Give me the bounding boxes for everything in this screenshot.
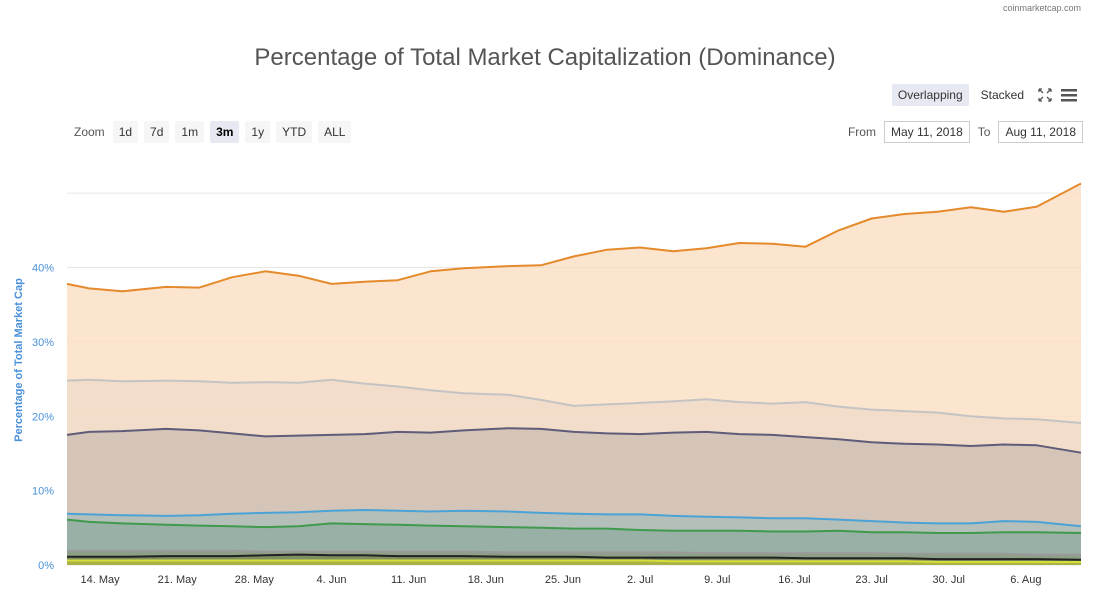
- y-axis-label: Percentage of Total Market Cap: [13, 278, 25, 442]
- y-tick-label: 20%: [32, 411, 54, 423]
- line-layer: [66, 182, 1082, 563]
- overlapping-button[interactable]: Overlapping: [891, 84, 969, 106]
- series-7-line: [67, 559, 1081, 563]
- chart-title: Percentage of Total Market Capitalizatio…: [254, 44, 836, 71]
- from-label: From: [847, 125, 876, 139]
- x-tick-label: 16. Jul: [778, 574, 810, 586]
- zoom-1d-button[interactable]: 1d: [112, 121, 139, 143]
- x-tick-label: 18. Jun: [468, 574, 504, 586]
- x-tick-label: 25. Jun: [545, 574, 581, 586]
- series-3-line: [66, 509, 1082, 528]
- x-tick-label: 6. Aug: [1010, 574, 1041, 586]
- stacked-button[interactable]: Stacked: [980, 88, 1024, 102]
- series-1-line: [66, 378, 1082, 424]
- area-layer: [67, 183, 1081, 565]
- x-tick-label: 11. Jun: [391, 574, 426, 586]
- x-tick-label: 21. May: [158, 574, 198, 586]
- x-tick-label: 9. Jul: [704, 574, 730, 586]
- series-2-line: [66, 427, 1082, 454]
- zoom-3m-button[interactable]: 3m: [210, 121, 240, 143]
- series-5-line: [67, 549, 1081, 556]
- view-mode-toggle: Overlapping Stacked: [891, 84, 1078, 106]
- to-label: To: [977, 125, 991, 139]
- x-tick-label: 23. Jul: [855, 574, 887, 586]
- from-date-input[interactable]: May 11, 2018: [883, 121, 970, 143]
- series-0-line: [66, 182, 1082, 293]
- zoom-ytd-button[interactable]: YTD: [276, 121, 313, 143]
- zoom-7d-button[interactable]: 7d: [144, 121, 170, 143]
- y-tick-label: 40%: [32, 263, 54, 275]
- zoom-1m-button[interactable]: 1m: [175, 121, 205, 143]
- x-tick-label: 30. Jul: [933, 574, 965, 586]
- zoom-controls: Zoom 1d 7d 1m 3m 1y YTD ALL: [74, 121, 352, 143]
- x-tick-label: 28. May: [235, 574, 275, 586]
- x-tick-label: 4. Jun: [317, 574, 347, 586]
- y-tick-labels: 0% 10% 20% 30% 40%: [32, 263, 54, 572]
- series-6-line: [67, 553, 1082, 561]
- date-range: From May 11, 2018 To Aug 11, 2018: [848, 121, 1083, 143]
- zoom-1y-button[interactable]: 1y: [245, 121, 271, 143]
- zoom-label: Zoom: [74, 125, 105, 139]
- y-tick-label: 30%: [32, 337, 54, 349]
- y-tick-label: 0%: [38, 560, 54, 572]
- y-tick-label: 10%: [32, 486, 54, 498]
- hamburger-menu-icon[interactable]: [1060, 86, 1078, 104]
- to-date-input[interactable]: Aug 11, 2018: [998, 121, 1083, 143]
- x-tick-label: 2. Jul: [627, 574, 653, 586]
- fullscreen-icon[interactable]: [1036, 86, 1054, 104]
- zoom-all-button[interactable]: ALL: [318, 121, 352, 143]
- x-tick-labels: 14. May 21. May 28. May 4. Jun 11. Jun 18. Ju…: [80, 574, 1041, 586]
- series-4-line: [66, 518, 1082, 534]
- x-tick-label: 14. May: [80, 574, 120, 586]
- source-credit[interactable]: coinmarketcap.com: [1002, 3, 1081, 13]
